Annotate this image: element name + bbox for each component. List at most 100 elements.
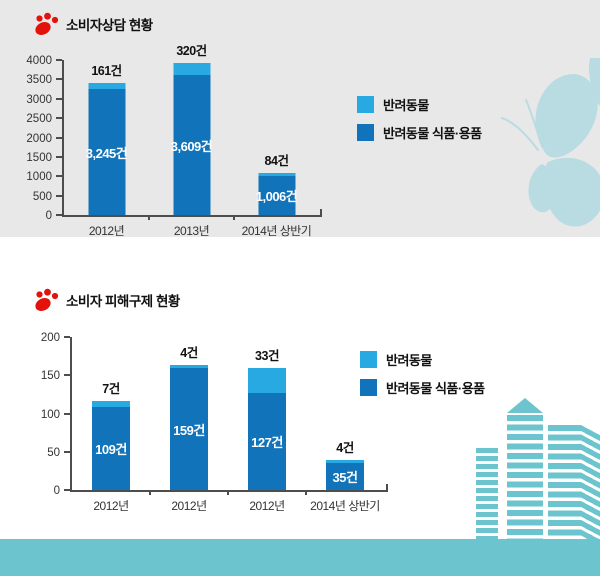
chart-title: 소비자상담 현황 bbox=[66, 18, 153, 33]
y-axis-tick bbox=[56, 194, 62, 197]
x-axis-tick bbox=[305, 490, 307, 495]
y-axis-tick bbox=[56, 59, 62, 61]
bar-slot: 109건 7건 2012년 bbox=[72, 337, 150, 513]
bar-cap-label: 161건 bbox=[91, 64, 122, 79]
bar-value-label: 1,006건 bbox=[255, 189, 298, 205]
y-axis-label: 0 bbox=[53, 485, 60, 497]
bar-value-label: 3,609건 bbox=[170, 138, 213, 154]
x-axis-end-tick bbox=[386, 484, 388, 490]
bar-segment-dark: 3,245건 bbox=[85, 89, 128, 215]
legend-item: 반려동물 bbox=[360, 350, 485, 369]
legend-label: 반려동물 식품·용품 bbox=[383, 126, 482, 141]
legend-label: 반려동물 bbox=[386, 353, 432, 368]
y-axis-label: 4000 bbox=[26, 55, 52, 67]
category-label: 2012년 bbox=[171, 499, 207, 513]
paw-print-icon bbox=[33, 288, 59, 312]
bar-value-label: 3,245건 bbox=[85, 145, 128, 161]
y-axis-label: 1000 bbox=[26, 171, 52, 184]
damage-relief-section: 소비자 피해구제 현황 0 50 100 150 200 109건 7건 2012년 159건 4… bbox=[0, 237, 600, 539]
bar-cap-label: 320건 bbox=[176, 43, 207, 58]
y-axis-tick bbox=[64, 412, 70, 415]
bar-value-label: 35건 bbox=[332, 470, 358, 486]
bar-segment-light bbox=[248, 367, 286, 393]
bar-slot: 35건 4건 2014년 상반기 bbox=[306, 337, 384, 513]
y-axis-label: 1500 bbox=[26, 151, 52, 164]
y-axis-tick bbox=[64, 374, 70, 377]
legend-label: 반려동물 bbox=[383, 98, 429, 113]
butterfly-decoration-icon bbox=[501, 58, 600, 227]
bar-slot: 127건 33건 2012년 bbox=[228, 337, 306, 513]
bar-value-label: 127건 bbox=[251, 434, 283, 450]
chart-title: 소비자 피해구제 현황 bbox=[66, 294, 180, 309]
bar-cap-label: 7건 bbox=[102, 382, 120, 397]
y-axis-label: 100 bbox=[40, 408, 60, 421]
legend: 반려동물 반려동물 식품·용품 bbox=[357, 95, 482, 142]
y-axis-tick bbox=[56, 155, 62, 158]
bar-slot: 159건 4건 2012년 bbox=[150, 337, 228, 513]
footer-wave-band bbox=[0, 539, 600, 576]
legend: 반려동물 반려동물 식품·용품 bbox=[360, 350, 485, 397]
bar-segment-light bbox=[173, 62, 210, 76]
y-axis-tick bbox=[56, 117, 62, 120]
bar-cap-label: 4건 bbox=[180, 346, 198, 361]
consultation-header: 소비자상담 현황 bbox=[33, 12, 153, 36]
bar-cap-label: 33건 bbox=[255, 348, 279, 363]
x-axis-tick bbox=[227, 490, 229, 495]
building-roof-decoration bbox=[507, 398, 543, 413]
bar-segment-light bbox=[88, 83, 125, 90]
paw-print-icon bbox=[33, 12, 59, 36]
bar-segment-light bbox=[92, 401, 130, 407]
y-axis-label: 150 bbox=[40, 370, 60, 383]
bar-segment-dark: 35건 bbox=[326, 463, 364, 490]
legend-swatch-light-blue bbox=[357, 96, 374, 113]
stacked-bar: 1,006건 bbox=[255, 172, 298, 215]
stacked-bar: 109건 bbox=[92, 401, 130, 490]
bar-segment-dark: 1,006건 bbox=[255, 176, 298, 215]
y-axis-label: 2000 bbox=[26, 132, 52, 145]
consultation-section: 소비자상담 현황 0 500 1000 1500 2000 2500 3000 3500 400… bbox=[0, 0, 600, 237]
y-axis-label: 3500 bbox=[26, 74, 52, 87]
y-axis-tick bbox=[56, 175, 62, 178]
y-axis-label: 3000 bbox=[26, 93, 52, 106]
bar-value-label: 159건 bbox=[173, 422, 205, 438]
y-axis-tick bbox=[56, 78, 62, 81]
building-side-face bbox=[581, 425, 600, 539]
bar-segment-dark: 159건 bbox=[170, 368, 208, 490]
y-axis-label: 500 bbox=[32, 190, 52, 203]
category-label: 2014년 상반기 bbox=[241, 224, 312, 237]
legend-swatch-light-blue bbox=[360, 351, 377, 368]
stacked-bar: 3,245건 bbox=[85, 83, 128, 215]
bar-cap-label: 4건 bbox=[336, 441, 354, 456]
category-label: 2012년 bbox=[249, 499, 285, 513]
building-decoration bbox=[476, 448, 498, 539]
x-axis-tick bbox=[149, 490, 151, 495]
legend-label: 반려동물 식품·용품 bbox=[386, 381, 485, 396]
legend-swatch-dark-blue bbox=[357, 124, 374, 141]
building-face bbox=[548, 425, 581, 539]
stacked-bar: 3,609건 bbox=[170, 62, 213, 215]
stacked-bar: 159건 bbox=[170, 365, 208, 490]
bar-slot: 3,609건 320건 2013년 bbox=[149, 44, 234, 237]
x-axis-tick bbox=[148, 215, 150, 220]
bar-slot: 3,245건 161건 2012년 bbox=[64, 60, 149, 237]
building-decoration bbox=[548, 425, 600, 539]
y-axis-label: 0 bbox=[45, 210, 52, 222]
damage-relief-chart-plot: 0 50 100 150 200 109건 7건 2012년 159건 4건 2012년 127건 33… bbox=[41, 332, 388, 513]
y-axis-tick bbox=[56, 97, 62, 100]
category-label: 2012년 bbox=[93, 499, 129, 513]
category-label: 2012년 bbox=[88, 224, 125, 237]
bar-segment-light bbox=[170, 365, 208, 369]
bar-segment-light bbox=[258, 172, 295, 177]
bar-segment-dark: 3,609건 bbox=[170, 75, 213, 215]
y-axis-tick bbox=[64, 336, 70, 338]
y-axis-tick bbox=[64, 489, 70, 491]
damage-relief-header: 소비자 피해구제 현황 bbox=[33, 288, 180, 312]
legend-swatch-dark-blue bbox=[360, 379, 377, 396]
bar-value-label: 109건 bbox=[95, 441, 127, 457]
bar-segment-dark: 109건 bbox=[92, 406, 130, 490]
y-axis-tick bbox=[64, 450, 70, 453]
bar-segment-light bbox=[326, 460, 364, 464]
y-axis-label: 2500 bbox=[26, 113, 52, 126]
y-axis-label: 50 bbox=[47, 446, 60, 459]
